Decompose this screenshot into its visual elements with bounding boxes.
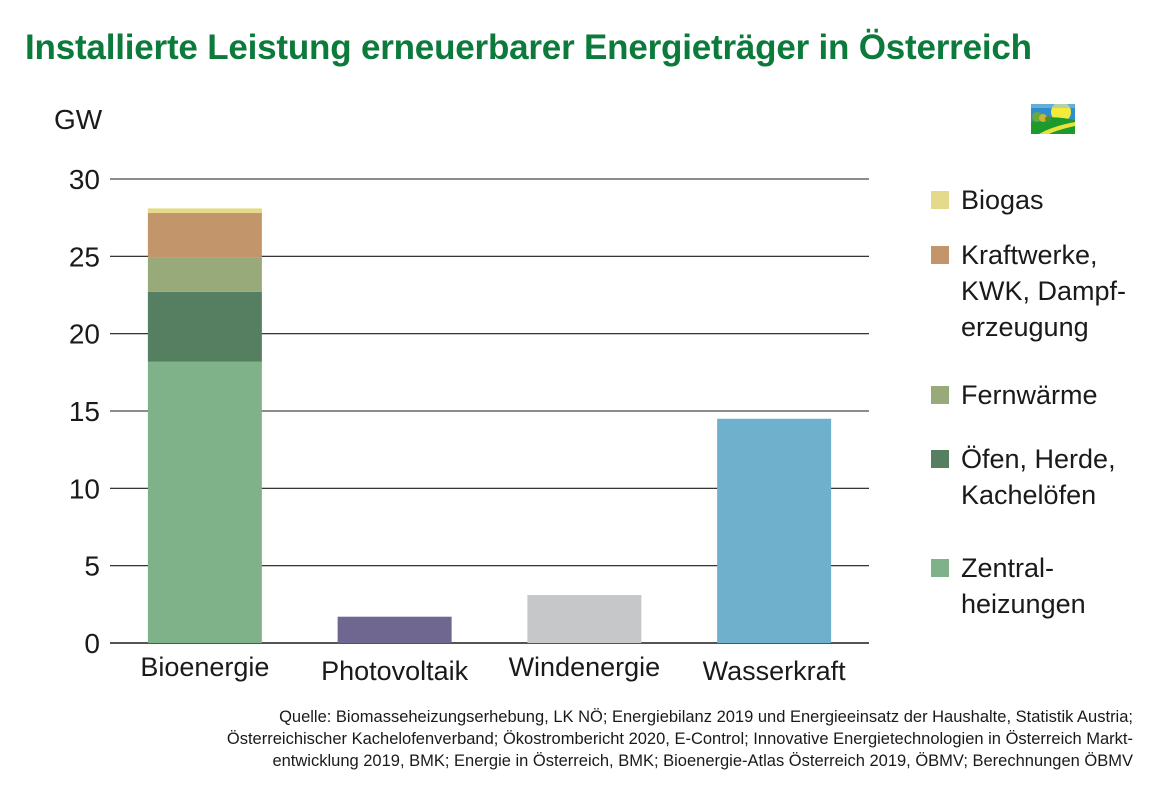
y-tick-label: 20	[69, 319, 100, 350]
y-tick-label: 25	[69, 241, 100, 272]
legend-label: Öfen, Herde, Kachelöfen	[961, 444, 1116, 510]
x-tick-label: Wasserkraft	[703, 656, 847, 686]
legend-swatch	[931, 191, 949, 209]
bar-segment-öfen-herde-kachelöfen	[147, 291, 262, 362]
legend-label: Zentral- heizungen	[961, 553, 1086, 619]
x-tick-label: Photovoltaik	[321, 656, 469, 686]
landscape-logo-icon	[1031, 104, 1075, 134]
bar-segment-windenergie	[527, 595, 642, 643]
bar-segment-wasserkraft	[717, 418, 832, 643]
y-tick-label: 30	[69, 164, 100, 195]
x-tick-label: Bioenergie	[140, 652, 269, 682]
x-tick-labels: Bioenergie Photovoltaik Windenergie Wasserk…	[140, 652, 846, 686]
y-axis-unit-label: GW	[54, 104, 103, 135]
source-note: Quelle: Biomasseheizungserhebung, LK NÖ;…	[226, 708, 1133, 770]
legend-item: Öfen, Herde, Kachelöfen	[931, 441, 1116, 513]
legend-item: Biogas	[931, 182, 1044, 218]
legend-swatch	[931, 559, 949, 577]
bar-segment-fernwärme	[147, 257, 262, 292]
legend-swatch	[931, 386, 949, 404]
bar-segment-biogas	[147, 208, 262, 214]
bars	[147, 208, 832, 643]
legend-label: Fernwärme	[961, 380, 1098, 410]
y-tick-labels: 0 5 10 15 20 25 30	[69, 164, 100, 659]
x-tick-label: Windenergie	[509, 652, 661, 682]
legend-item: Fernwärme	[931, 377, 1098, 413]
y-tick-label: 5	[84, 551, 100, 582]
legend-item: Kraftwerke, KWK, Dampf- erzeugung	[931, 237, 1126, 345]
y-tick-label: 10	[69, 473, 100, 504]
legend-item: Zentral- heizungen	[931, 550, 1086, 622]
legend-label: Kraftwerke, KWK, Dampf- erzeugung	[961, 240, 1127, 342]
bar-segment-kraftwerke-kwk-dampferzeugung	[147, 213, 262, 258]
bar-segment-photovoltaik	[337, 616, 452, 643]
y-tick-label: 0	[84, 628, 100, 659]
legend-swatch	[931, 450, 949, 468]
bar-segment-zentralheizungen	[147, 361, 262, 643]
chart-title: Installierte Leistung erneuerbarer Energ…	[25, 28, 1032, 67]
legend-swatch	[931, 246, 949, 264]
legend-label: Biogas	[961, 185, 1044, 215]
y-tick-label: 15	[69, 396, 100, 427]
